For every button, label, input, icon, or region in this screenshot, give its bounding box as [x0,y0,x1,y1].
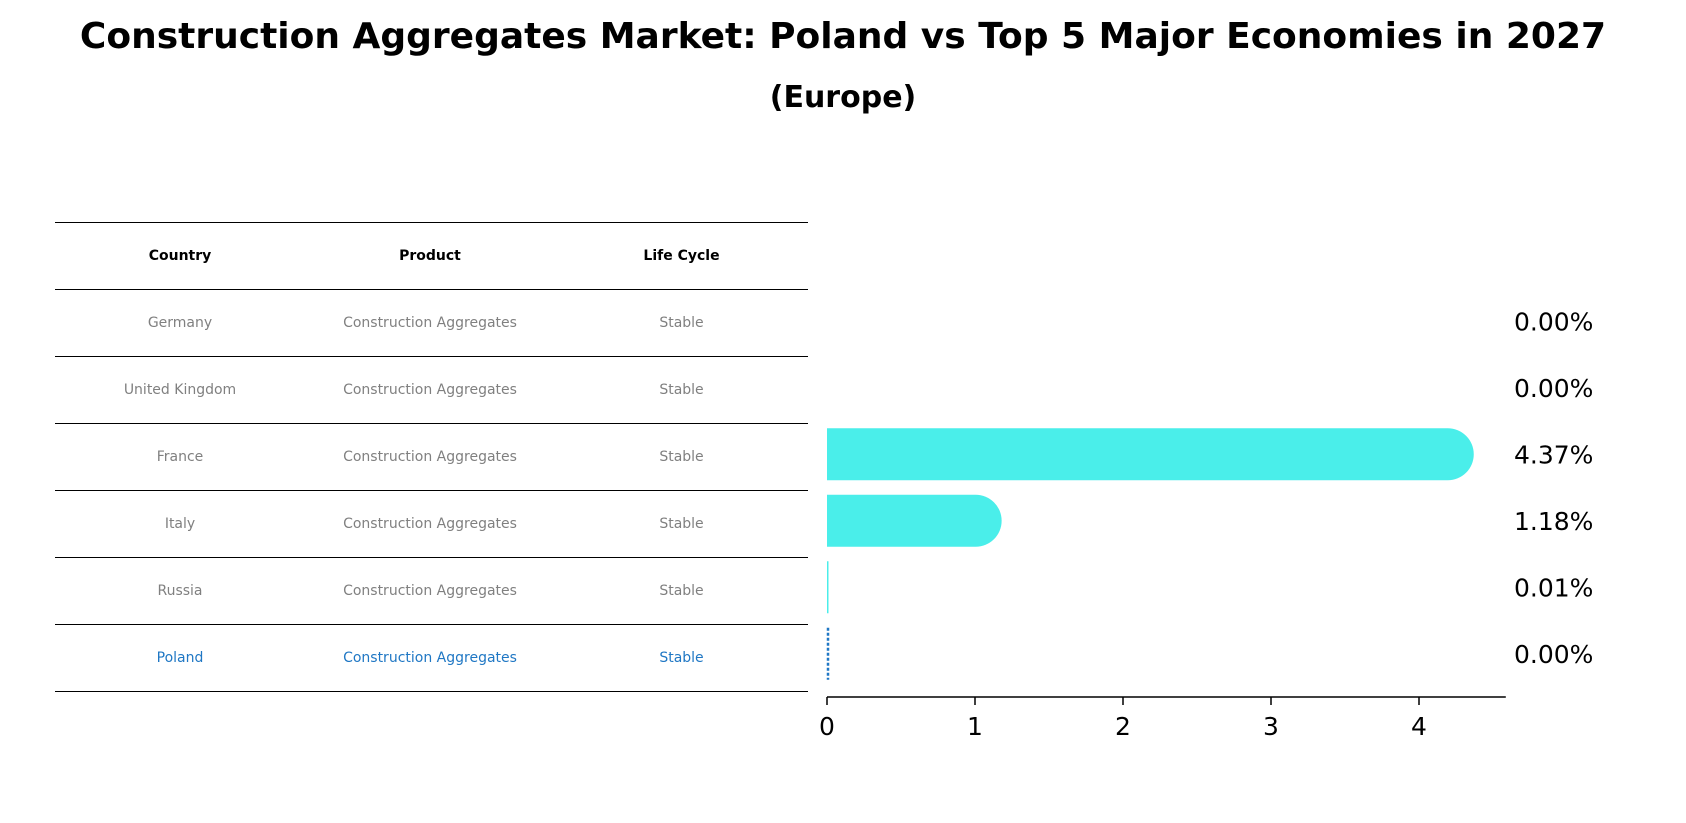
cell-life-cycle: Stable [659,516,704,532]
value-label: 4.37% [1514,440,1593,469]
bar-russia [827,561,829,614]
chart-subtitle: (Europe) [769,80,917,115]
header-country: Country [148,248,212,264]
cell-product: Construction Aggregates [343,516,517,532]
header-life-cycle: Life Cycle [643,248,720,264]
cell-product: Construction Aggregates [343,449,517,465]
cell-product: Construction Aggregates [343,650,517,666]
cell-life-cycle: Stable [659,449,704,465]
data-table: Country Product Life Cycle Germany Const… [55,222,808,692]
cell-country: Germany [147,315,213,331]
cell-country: United Kingdom [123,382,237,398]
bar-france [827,428,1474,481]
table-row: United Kingdom Construction Aggregates S… [55,357,808,424]
x-tick-label: 0 [819,712,835,741]
cell-country: Russia [157,583,203,599]
x-tick-label: 1 [967,712,983,741]
value-label: 0.01% [1514,573,1593,602]
header-product: Product [399,248,461,264]
cell-country: Poland [156,650,204,666]
cell-life-cycle: Stable [659,315,704,331]
cell-product: Construction Aggregates [343,315,517,331]
table-row: Russia Construction Aggregates Stable [55,558,808,625]
value-label: 0.00% [1514,307,1593,336]
table-row: Poland Construction Aggregates Stable [55,625,808,692]
cell-product: Construction Aggregates [343,583,517,599]
value-label: 1.18% [1514,507,1593,536]
table-row: France Construction Aggregates Stable [55,424,808,491]
cell-life-cycle: Stable [659,382,704,398]
table-header-row: Country Product Life Cycle [55,222,808,290]
x-tick-label: 2 [1115,712,1131,741]
cell-product: Construction Aggregates [343,382,517,398]
bar-italy [827,494,1002,547]
value-label: 0.00% [1514,374,1593,403]
chart-title: Construction Aggregates Market: Poland v… [79,16,1607,57]
cell-life-cycle: Stable [659,583,704,599]
table-row: Germany Construction Aggregates Stable [55,290,808,357]
table-row: Italy Construction Aggregates Stable [55,491,808,558]
x-tick-label: 4 [1411,712,1427,741]
cell-country: France [156,449,204,465]
x-tick-label: 3 [1263,712,1279,741]
cell-country: Italy [164,516,196,532]
value-label: 0.00% [1514,640,1593,669]
cell-life-cycle: Stable [659,650,704,666]
